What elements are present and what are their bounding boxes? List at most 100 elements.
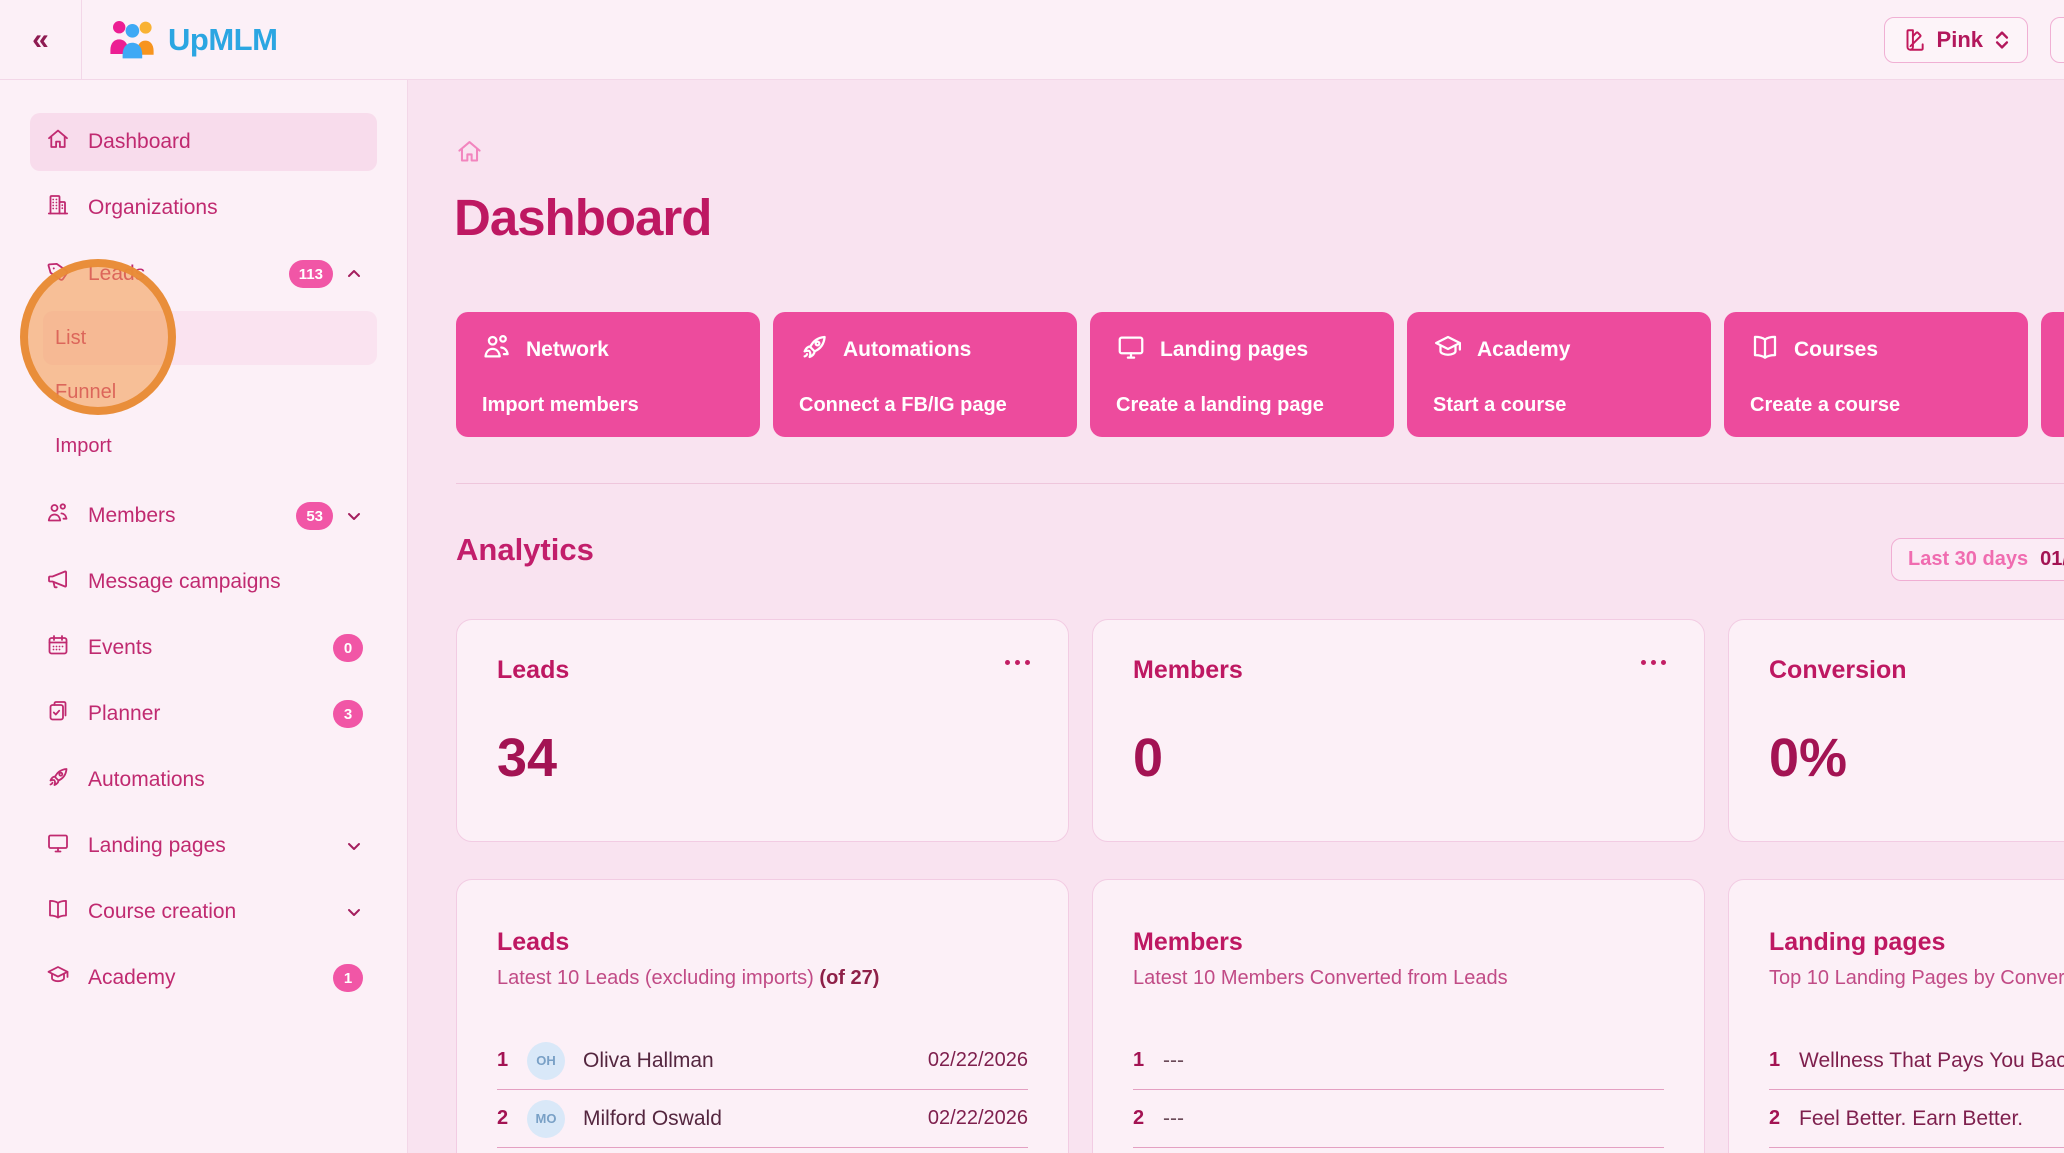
quick-action-title: Automations — [843, 338, 972, 361]
landing-page-row[interactable]: 1 Wellness That Pays You Back — [1769, 1032, 2064, 1090]
submenu-item-funnel[interactable]: Funnel — [43, 365, 377, 419]
sidebar-item-planner[interactable]: Planner 3 — [30, 685, 377, 743]
events-count-badge: 0 — [333, 634, 363, 662]
building-icon — [46, 193, 70, 223]
planner-count-badge: 3 — [333, 700, 363, 728]
book-icon — [46, 897, 70, 927]
quick-action-courses[interactable]: Courses Create a course — [1724, 312, 2028, 437]
row-index: 2 — [1769, 1107, 1781, 1129]
breadcrumb-home-icon[interactable] — [456, 138, 483, 170]
sidebar-item-members[interactable]: Members 53 — [30, 487, 377, 545]
list-subtitle: Top 10 Landing Pages by Conversion — [1769, 967, 2064, 989]
quick-action-subtitle: Create a course — [1750, 394, 1901, 416]
partial-header-button[interactable] — [2050, 16, 2064, 63]
quick-action-title: Academy — [1477, 338, 1571, 361]
row-index: 1 — [1769, 1049, 1781, 1071]
stat-card-members: Members 0 — [1092, 619, 1705, 842]
tag-icon — [46, 259, 70, 289]
quick-action-subtitle: Start a course — [1433, 394, 1567, 416]
chevron-up-icon — [345, 265, 363, 283]
ellipsis-menu-icon[interactable] — [1641, 660, 1666, 665]
sidebar-item-label: Planner — [88, 702, 161, 725]
quick-action-automations[interactable]: Automations Connect a FB/IG page — [773, 312, 1077, 437]
list-title: Landing pages — [1769, 928, 1946, 956]
sidebar-item-label: Course creation — [88, 900, 237, 923]
rocket-icon — [46, 765, 70, 795]
leads-count-badge: 113 — [288, 260, 333, 288]
quick-action-subtitle: Import members — [482, 394, 639, 416]
stat-title: Conversion — [1769, 656, 1907, 684]
lead-row[interactable]: 1 OH Oliva Hallman 02/22/2026 — [497, 1032, 1028, 1090]
lists-row: Leads Latest 10 Leads (excluding imports… — [456, 879, 2064, 1153]
landing-page-row[interactable]: 2 Feel Better. Earn Better. — [1769, 1090, 2064, 1148]
app-header: « UpMLM Pink — [0, 0, 2064, 80]
monitor-icon — [46, 831, 70, 861]
sidebar-item-organizations[interactable]: Organizations — [30, 179, 377, 237]
member-row[interactable]: 2 --- — [1133, 1090, 1664, 1148]
sidebar-item-message-campaigns[interactable]: Message campaigns — [30, 553, 377, 611]
ellipsis-menu-icon[interactable] — [1005, 660, 1030, 665]
chevron-down-icon — [345, 507, 363, 525]
list-card-members: Members Latest 10 Members Converted from… — [1092, 879, 1705, 1153]
quick-action-subtitle: Connect a FB/IG page — [799, 394, 1007, 416]
main-content: Dashboard Network Import members Automat… — [408, 80, 2064, 1153]
rocket-icon — [799, 332, 829, 368]
brand-name: UpMLM — [168, 21, 278, 57]
theme-selector-label: Pink — [1936, 26, 1983, 52]
calendar-icon — [46, 633, 70, 663]
sidebar-nav: Dashboard Organizations Leads 113 List F… — [0, 80, 408, 1153]
graduation-cap-icon — [46, 963, 70, 993]
lead-row[interactable]: 2 MO Milford Oswald 02/22/2026 — [497, 1090, 1028, 1148]
member-row[interactable]: 1 --- — [1133, 1032, 1664, 1090]
quick-action-landing-pages[interactable]: Landing pages Create a landing page — [1090, 312, 1394, 437]
quick-action-card-partial[interactable] — [2041, 312, 2064, 437]
quick-action-title: Courses — [1794, 338, 1879, 361]
sidebar-item-label: Members — [88, 504, 176, 527]
sidebar-item-landing-pages[interactable]: Landing pages — [30, 817, 377, 875]
stat-value: 0 — [1133, 728, 1164, 788]
sidebar-item-leads[interactable]: Leads 113 — [30, 245, 377, 303]
members-count-badge: 53 — [296, 502, 333, 530]
sidebar-item-course-creation[interactable]: Course creation — [30, 883, 377, 941]
sidebar-collapse-button[interactable]: « — [0, 0, 82, 79]
double-chevron-left-icon: « — [32, 22, 49, 56]
sidebar-item-label: Message campaigns — [88, 570, 281, 593]
submenu-item-import[interactable]: Import — [43, 419, 377, 473]
graduation-cap-icon — [1433, 332, 1463, 368]
list-card-landing-pages: Landing pages Top 10 Landing Pages by Co… — [1728, 879, 2064, 1153]
lead-name: Milford Oswald — [583, 1106, 722, 1130]
sidebar-item-label: Automations — [88, 768, 205, 791]
analytics-heading: Analytics — [456, 532, 594, 567]
book-icon — [1750, 332, 1780, 368]
chevron-down-icon — [345, 837, 363, 855]
quick-action-title: Landing pages — [1160, 338, 1309, 361]
submenu-item-list[interactable]: List — [43, 311, 377, 365]
submenu-item-label: List — [55, 326, 87, 349]
sidebar-item-dashboard[interactable]: Dashboard — [30, 113, 377, 171]
stats-row: Leads 34 Members 0 Conversion 0% — [456, 619, 2064, 842]
quick-action-network[interactable]: Network Import members — [456, 312, 760, 437]
avatar: OH — [527, 1041, 565, 1080]
leads-submenu: List Funnel Import — [43, 311, 377, 473]
sidebar-item-label: Landing pages — [88, 834, 226, 857]
sidebar-item-automations[interactable]: Automations — [30, 751, 377, 809]
submenu-item-label: Import — [55, 434, 112, 457]
select-chevrons-icon — [1993, 29, 2011, 51]
list-title: Members — [1133, 928, 1243, 956]
stat-card-conversion: Conversion 0% — [1728, 619, 2064, 842]
theme-selector[interactable]: Pink — [1883, 16, 2028, 63]
list-subtitle: Latest 10 Leads (excluding imports) (of … — [497, 967, 880, 989]
lead-name: Oliva Hallman — [583, 1048, 714, 1072]
list-card-leads: Leads Latest 10 Leads (excluding imports… — [456, 879, 1069, 1153]
home-icon — [46, 127, 70, 157]
stat-card-leads: Leads 34 — [456, 619, 1069, 842]
sidebar-item-events[interactable]: Events 0 — [30, 619, 377, 677]
date-range-selector[interactable]: Last 30 days 01/2 — [1891, 538, 2064, 581]
quick-action-academy[interactable]: Academy Start a course — [1407, 312, 1711, 437]
list-title: Leads — [497, 928, 570, 956]
sidebar-item-academy[interactable]: Academy 1 — [30, 949, 377, 1007]
avatar: MO — [527, 1099, 565, 1138]
chevron-down-icon — [345, 903, 363, 921]
header-actions: Pink — [1883, 16, 2064, 63]
landing-page-name: Feel Better. Earn Better. — [1799, 1106, 2024, 1130]
